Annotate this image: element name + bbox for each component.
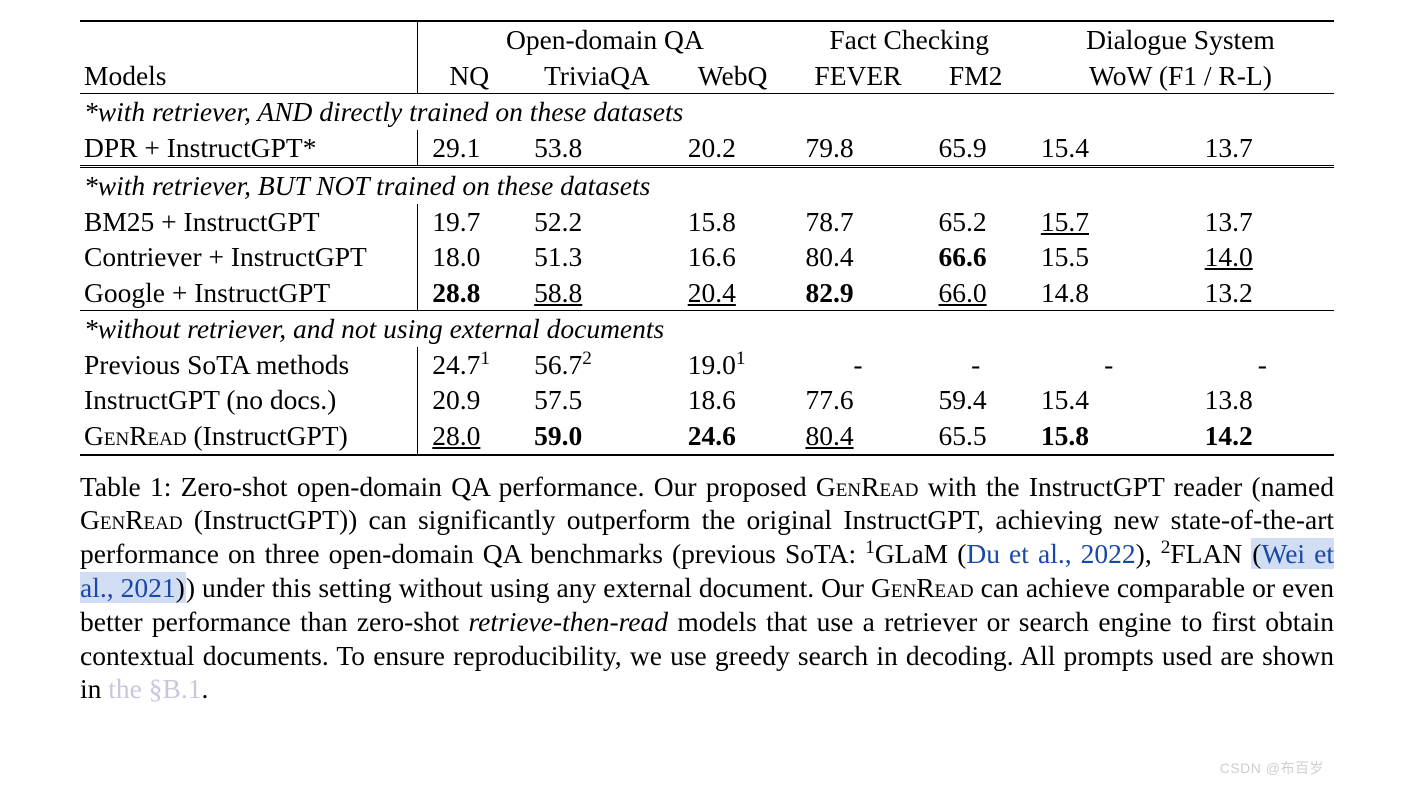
header-models: Models	[80, 21, 418, 94]
cell: 18.6	[674, 382, 792, 418]
watermark: CSDN @布百岁	[1220, 760, 1324, 777]
cell: 14.0	[1191, 239, 1334, 275]
cell: 59.4	[925, 382, 1027, 418]
cell: -	[925, 347, 1027, 383]
cell: 24.6	[674, 418, 792, 455]
cell: -	[1191, 347, 1334, 383]
cell: 53.8	[520, 130, 674, 167]
header-group: Dialogue System	[1027, 21, 1334, 58]
model-name: InstructGPT (no docs.)	[80, 382, 418, 418]
header-sub: WoW (F1 / R-L)	[1027, 58, 1334, 94]
cell: 56.72	[520, 347, 674, 383]
cell: 15.5	[1027, 239, 1191, 275]
cell: 14.2	[1191, 418, 1334, 455]
cell: 15.4	[1027, 382, 1191, 418]
cell: 80.4	[791, 239, 924, 275]
cell: 15.4	[1027, 130, 1191, 167]
header-sub: FEVER	[791, 58, 924, 94]
model-name: GenRead (InstructGPT)	[80, 418, 418, 455]
model-name: BM25 + InstructGPT	[80, 204, 418, 240]
section-note: *without retriever, and not using extern…	[80, 311, 1334, 347]
cell: 19.01	[674, 347, 792, 383]
section-note: *with retriever, BUT NOT trained on thes…	[80, 168, 1334, 204]
cell: -	[1027, 347, 1191, 383]
cell: 66.0	[925, 275, 1027, 311]
cell: 65.5	[925, 418, 1027, 455]
header-sub: WebQ	[674, 58, 792, 94]
header-group: Fact Checking	[791, 21, 1026, 58]
model-name: Contriever + InstructGPT	[80, 239, 418, 275]
cell: 51.3	[520, 239, 674, 275]
cell: 28.8	[418, 275, 520, 311]
cell: 20.2	[674, 130, 792, 167]
cell: 66.6	[925, 239, 1027, 275]
cell: 80.4	[791, 418, 924, 455]
cell: -	[791, 347, 924, 383]
header-sub: FM2	[925, 58, 1027, 94]
cell: 13.2	[1191, 275, 1334, 311]
header-sub: NQ	[418, 58, 520, 94]
cell: 28.0	[418, 418, 520, 455]
cell: 59.0	[520, 418, 674, 455]
cell: 65.2	[925, 204, 1027, 240]
model-name: DPR + InstructGPT*	[80, 130, 418, 167]
cell: 78.7	[791, 204, 924, 240]
cell: 15.7	[1027, 204, 1191, 240]
cell: 16.6	[674, 239, 792, 275]
cell: 52.2	[520, 204, 674, 240]
cell: 65.9	[925, 130, 1027, 167]
cell: 19.7	[418, 204, 520, 240]
cell: 15.8	[674, 204, 792, 240]
cell: 20.4	[674, 275, 792, 311]
cell: 13.7	[1191, 130, 1334, 167]
cell: 57.5	[520, 382, 674, 418]
cell: 77.6	[791, 382, 924, 418]
cell: 82.9	[791, 275, 924, 311]
table-caption: Table 1: Zero-shot open-domain QA perfor…	[80, 470, 1334, 707]
cell: 13.7	[1191, 204, 1334, 240]
cell: 15.8	[1027, 418, 1191, 455]
cell: 79.8	[791, 130, 924, 167]
cell: 14.8	[1027, 275, 1191, 311]
cell: 18.0	[418, 239, 520, 275]
cell: 20.9	[418, 382, 520, 418]
results-table: ModelsOpen-domain QAFact CheckingDialogu…	[80, 20, 1334, 456]
cell: 58.8	[520, 275, 674, 311]
section-note: *with retriever, AND directly trained on…	[80, 94, 1334, 130]
header-group: Open-domain QA	[418, 21, 792, 58]
model-name: Previous SoTA methods	[80, 347, 418, 383]
model-name: Google + InstructGPT	[80, 275, 418, 311]
cell: 13.8	[1191, 382, 1334, 418]
header-sub: TriviaQA	[520, 58, 674, 94]
cell: 29.1	[418, 130, 520, 167]
cell: 24.71	[418, 347, 520, 383]
